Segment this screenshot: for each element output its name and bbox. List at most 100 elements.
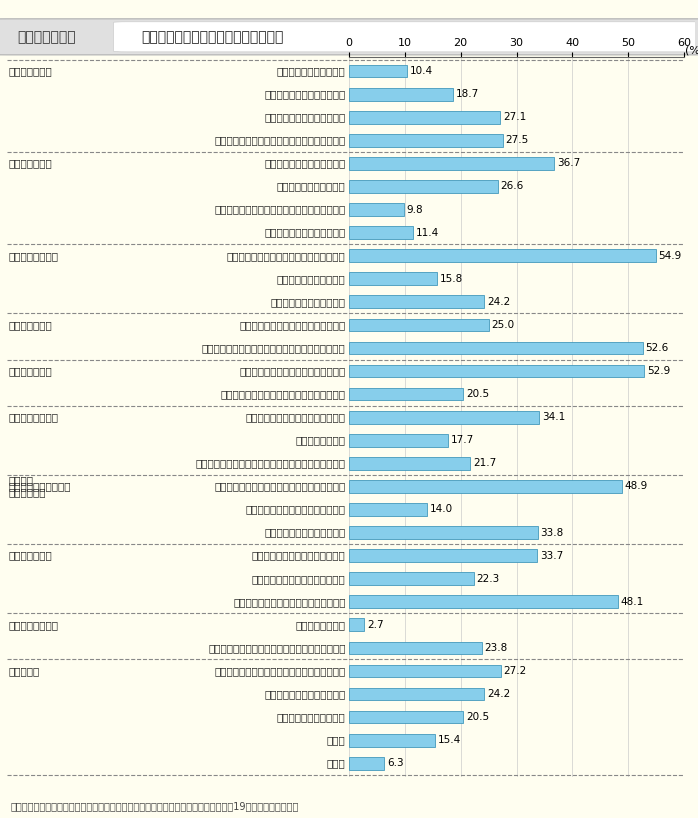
Text: 27.1: 27.1	[503, 112, 526, 122]
Bar	[349, 596, 618, 608]
Text: 住所を知られないようにするため住民票を移せない: 住所を知られないようにするため住民票を移せない	[202, 343, 346, 353]
Bar	[349, 757, 384, 770]
Bar	[349, 342, 643, 354]
Text: 就職に必要な技能がない: 就職に必要な技能がない	[277, 182, 346, 191]
Text: 【健康のこと】: 【健康のこと】	[8, 366, 52, 376]
Text: 子どもの就学や保育所に関すること: 子どもの就学や保育所に関すること	[246, 412, 346, 422]
Text: 33.8: 33.8	[540, 528, 564, 537]
Text: 【経済的なこと】: 【経済的なこと】	[8, 250, 59, 261]
Text: 14.0: 14.0	[430, 505, 453, 515]
Text: 【裁判・調停のこと】: 【裁判・調停のこと】	[8, 482, 71, 492]
Text: 15.8: 15.8	[440, 274, 463, 284]
Text: 6.3: 6.3	[387, 758, 403, 768]
Text: 【相手のこと】: 【相手のこと】	[8, 551, 52, 560]
Text: 民間賃貸住宅に入居できない: 民間賃貸住宅に入居できない	[265, 89, 346, 99]
Text: お金がなくて病院での治療等を受けられない: お金がなくて病院での治療等を受けられない	[221, 389, 346, 399]
Text: その他: その他	[327, 735, 346, 745]
Text: 【住居のこと】: 【住居のこと】	[8, 66, 52, 76]
Bar	[349, 157, 554, 169]
Text: 裁判や調停に時間やエネルギー，お金を要する: 裁判や調停に時間やエネルギー，お金を要する	[214, 482, 346, 492]
Text: 第１－５－２図: 第１－５－２図	[17, 29, 76, 44]
Text: 自分の体調や気持ちが回復していない: 自分の体調や気持ちが回復していない	[239, 366, 346, 376]
Text: 相手が子どもとの面会を要求する: 相手が子どもとの面会を要求する	[252, 573, 346, 584]
Text: 調停のこと】: 調停のこと】	[8, 488, 46, 497]
FancyBboxPatch shape	[114, 22, 698, 52]
Bar	[349, 664, 501, 677]
Text: 健康保険や年金などの手続がめんどう: 健康保険や年金などの手続がめんどう	[239, 320, 346, 330]
Bar	[349, 365, 644, 377]
Text: 52.9: 52.9	[647, 366, 671, 376]
Text: 相談できる人が周りにいない: 相談できる人が周りにいない	[265, 689, 346, 699]
Text: 新しい環境になじめない: 新しい環境になじめない	[277, 712, 346, 722]
Bar	[349, 711, 463, 723]
Text: 無回答: 無回答	[327, 758, 346, 768]
Bar	[349, 227, 413, 239]
Text: 33.7: 33.7	[540, 551, 563, 560]
Text: 相手からの追跡や嫌がらせがある: 相手からの追跡や嫌がらせがある	[252, 551, 346, 560]
Text: 27.5: 27.5	[505, 135, 528, 146]
Bar	[349, 88, 454, 101]
Bar	[349, 180, 498, 193]
Text: 公的賃貸住宅に入居できない: 公的賃貸住宅に入居できない	[265, 112, 346, 122]
FancyBboxPatch shape	[0, 19, 698, 55]
Text: どのように就職活動をすればよいかわからない: どのように就職活動をすればよいかわからない	[214, 204, 346, 214]
Bar	[349, 503, 427, 516]
Text: 離れて生活を始めるに当たっての困難: 離れて生活を始めるに当たっての困難	[141, 29, 283, 44]
Text: 17.7: 17.7	[451, 435, 474, 445]
Text: 36.7: 36.7	[557, 159, 580, 169]
Bar	[349, 203, 403, 216]
Text: 48.1: 48.1	[621, 597, 644, 607]
Text: 母国語が通じない: 母国語が通じない	[295, 620, 346, 630]
Text: 相手が怖くて家に荷物を取りに行けない: 相手が怖くて家に荷物を取りに行けない	[233, 597, 346, 607]
Text: 児童扶養手当がもらえない: 児童扶養手当がもらえない	[271, 297, 346, 307]
Text: 【就労のこと】: 【就労のこと】	[8, 159, 52, 169]
Text: 11.4: 11.4	[415, 227, 439, 237]
Bar	[349, 249, 655, 262]
Bar	[349, 295, 484, 308]
Text: 24.2: 24.2	[487, 689, 510, 699]
Text: 生活保護が受けられない: 生活保護が受けられない	[277, 274, 346, 284]
Bar	[349, 411, 540, 424]
Text: 公的施設に入所できない: 公的施設に入所できない	[277, 66, 346, 76]
Bar	[349, 457, 470, 470]
Text: （備考）内閣府「配偶者からの暴力の被害者の自立支援等に関する調査結果」（平成19年１月）より作成。: （備考）内閣府「配偶者からの暴力の被害者の自立支援等に関する調査結果」（平成19…	[10, 801, 299, 811]
Text: 21.7: 21.7	[473, 458, 496, 469]
Text: 当面の生活をするために必要なお金がない: 当面の生活をするために必要なお金がない	[227, 250, 346, 261]
Text: 【その他】: 【その他】	[8, 666, 40, 676]
Text: 34.1: 34.1	[542, 412, 565, 422]
Bar	[349, 549, 537, 562]
Text: 48.9: 48.9	[625, 482, 648, 492]
Bar	[349, 618, 364, 631]
Text: 就職に必要な保証人がいない: 就職に必要な保証人がいない	[265, 227, 346, 237]
Text: 18.7: 18.7	[456, 89, 480, 99]
Text: 2.7: 2.7	[367, 620, 383, 630]
Text: 10.4: 10.4	[410, 66, 433, 76]
Text: 24.2: 24.2	[487, 297, 510, 307]
Text: 【子どものこと】: 【子どものこと】	[8, 412, 59, 422]
Text: 52.6: 52.6	[646, 343, 669, 353]
Text: 子どもを相手のもとから取り戻すことや子どもの親権: 子どもを相手のもとから取り戻すことや子どもの親権	[195, 458, 346, 469]
Bar	[349, 573, 473, 585]
Bar	[349, 388, 463, 401]
Text: 15.4: 15.4	[438, 735, 461, 745]
Text: 23.8: 23.8	[484, 643, 508, 653]
Bar	[349, 526, 537, 539]
Text: 20.5: 20.5	[466, 712, 489, 722]
Text: 【裁判・: 【裁判・	[8, 475, 34, 486]
Text: 9.8: 9.8	[406, 204, 423, 214]
Text: 20.5: 20.5	[466, 389, 489, 399]
Text: 子どもの問題行動: 子どもの問題行動	[295, 435, 346, 445]
Text: 25.0: 25.0	[491, 320, 514, 330]
Text: 公的機関等の支援者から心ない言葉をかけられた: 公的機関等の支援者から心ない言葉をかけられた	[208, 643, 346, 653]
Bar	[349, 111, 500, 124]
Text: どうすれば自立して生活できるのか情報がない: どうすれば自立して生活できるのか情報がない	[214, 666, 346, 676]
Bar	[349, 318, 489, 331]
Text: 相手が離婚に応じてくれない: 相手が離婚に応じてくれない	[265, 528, 346, 537]
Text: (%): (%)	[685, 46, 698, 56]
Text: 26.6: 26.6	[500, 182, 524, 191]
Text: 22.3: 22.3	[476, 573, 500, 584]
Bar	[349, 65, 407, 78]
Bar	[349, 688, 484, 700]
Bar	[349, 134, 503, 146]
Text: 【手続のこと】: 【手続のこと】	[8, 320, 52, 330]
